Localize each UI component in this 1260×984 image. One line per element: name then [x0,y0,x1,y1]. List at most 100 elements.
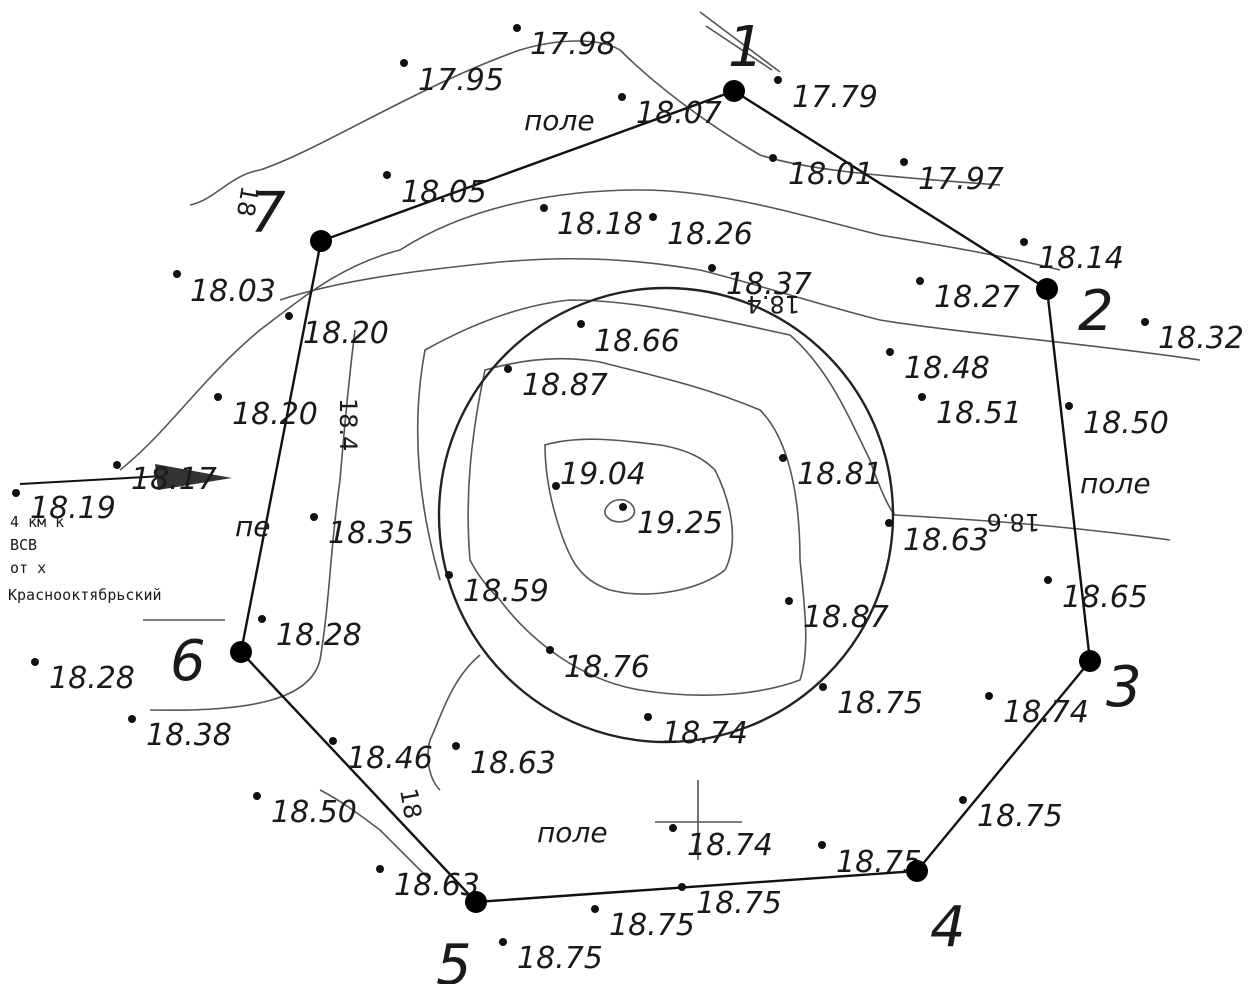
location-note-line: 4 км к [10,513,64,531]
contour-line [149,329,356,712]
field-label: поле [537,816,608,849]
location-note-line: Краснооктябрьский [8,586,162,604]
contour-label: 18.4 [747,290,800,318]
contour-line [604,498,636,523]
elevation-label: 18.46 [347,741,433,776]
elevation-dot [310,513,318,521]
elevation-dot [649,213,657,221]
elevation-dot [644,713,652,721]
vertex-number: 4 [930,895,966,960]
vertex-marker [310,230,332,252]
elevation-label: 17.79 [792,80,878,115]
contour-line [467,357,807,696]
elevation-label: 18.07 [636,96,722,131]
vertex-number: 6 [170,629,206,694]
elevation-dot [1065,402,1073,410]
survey-boundary [239,89,1092,904]
elevation-label: 18.63 [903,523,989,558]
elevation-dot [546,646,554,654]
elevation-label: 18.28 [49,661,135,696]
elevation-label: 18.35 [328,516,414,551]
elevation-dot [669,824,677,832]
elevation-dot [1141,318,1149,326]
elevation-dot [885,519,893,527]
elevation-dot [253,792,261,800]
elevation-dot [678,883,686,891]
elevation-label: 18.63 [470,746,556,781]
vertex-number: 5 [436,933,472,984]
elevation-dot [769,154,777,162]
field-label: поле [524,104,595,137]
vertex-number: 1 [728,15,764,80]
elevation-label: 18.59 [463,574,549,609]
elevation-dot [214,393,222,401]
vertex-number: 2 [1078,279,1114,344]
elevation-label: 19.04 [560,457,646,492]
elevation-dot [445,571,453,579]
elevation-label: 18.27 [934,280,1020,315]
elevation-label: 18.75 [837,686,923,721]
elevation-dot [258,615,266,623]
elevation-label: 18.50 [271,795,357,830]
contour-label: 18 [394,786,427,821]
elevation-label: 18.28 [276,618,362,653]
contour-line [544,438,734,595]
elevation-label: 19.25 [637,506,723,541]
elevation-dot [591,905,599,913]
vertex-marker [906,860,928,882]
elevation-dot [985,692,993,700]
elevation-label: 18.51 [936,396,1022,431]
elevation-dot [886,348,894,356]
elevation-dot [900,158,908,166]
elevation-label: 18.26 [667,217,753,252]
elevation-label: 18.37 [726,267,812,302]
elevation-dot [113,461,121,469]
elevation-label: 18.14 [1038,241,1124,276]
elevation-dot [540,204,548,212]
elevation-dot [918,393,926,401]
contour-line [119,189,1061,471]
contour-line [319,789,431,881]
elevation-dot [785,597,793,605]
elevation-label: 18.75 [609,908,695,943]
contour-line [279,257,1201,361]
elevation-label: 18.87 [803,600,889,635]
elevation-label: 18.65 [1062,580,1148,615]
elevation-dot [1044,576,1052,584]
contour-line [189,40,1001,206]
elevation-label: 18.74 [687,828,773,863]
vertex-number: 3 [1106,655,1142,720]
elevation-label: 18.81 [797,457,883,492]
contour-line [427,654,481,791]
elevation-label: 18.18 [557,207,643,242]
elevation-label: 18.32 [1158,321,1244,356]
elevation-label: 18.38 [146,718,232,753]
elevation-label: 18.03 [190,274,276,309]
elevation-dot [173,270,181,278]
elevation-label: 18.50 [1083,406,1169,441]
elevation-label: 18.20 [232,397,318,432]
elevation-label: 18.01 [788,157,874,192]
elevation-label: 18.63 [394,868,480,903]
vertex-marker [230,641,252,663]
elevation-label: 18.75 [977,799,1063,834]
vertex-marker [723,80,745,102]
grid-tick [143,11,781,860]
elevation-dot [128,715,136,723]
survey-circle [437,286,895,744]
elevation-label: 18.05 [401,175,487,210]
elevation-label: 17.97 [918,162,1004,197]
elevation-label: 18.75 [696,886,782,921]
elevation-dot [504,365,512,373]
elevation-points: 17.98 17.95 18.07 17.79 18.01 17.97 18.05 18.18… [12,24,1244,976]
field-label: поле [1080,467,1151,500]
contour-label: 18.4 [334,398,362,451]
elevation-dot [619,503,627,511]
elevation-label: 18.76 [564,650,650,685]
elevation-dot [779,454,787,462]
elevation-dot [513,24,521,32]
elevation-dot [708,264,716,272]
elevation-dot [499,938,507,946]
elevation-label: 18.74 [662,716,748,751]
